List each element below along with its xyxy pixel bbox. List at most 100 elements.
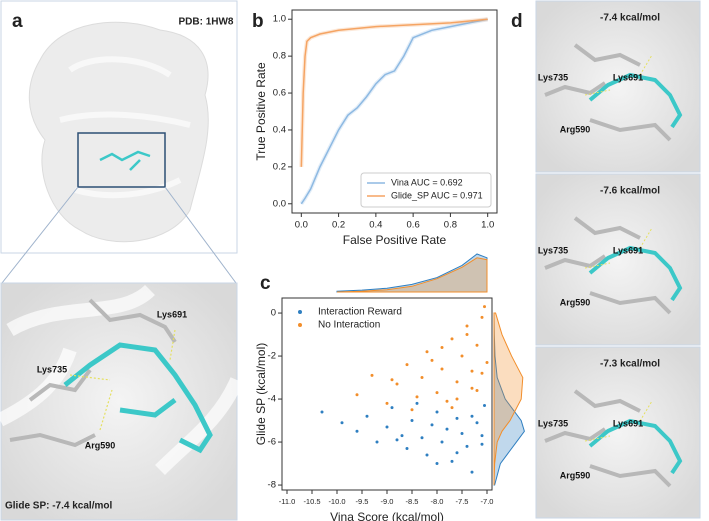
point xyxy=(385,401,389,405)
x-tick-label: -9.5 xyxy=(356,497,369,506)
residue-sticks xyxy=(544,389,672,488)
x-tick-label: -10.5 xyxy=(303,497,320,506)
point xyxy=(415,395,419,399)
x-tick-label: -8.5 xyxy=(406,497,419,506)
point xyxy=(395,382,399,386)
point xyxy=(483,404,486,408)
x-tick-label: -11.0 xyxy=(279,497,296,506)
point xyxy=(455,416,459,420)
x-tick-label: -10.0 xyxy=(328,497,345,506)
panel-label: a xyxy=(12,11,23,32)
y-tick-label: 0.0 xyxy=(273,198,286,209)
residue-label: Arg590 xyxy=(560,470,591,480)
point xyxy=(395,438,399,442)
point xyxy=(435,410,439,414)
ligand-sticks xyxy=(588,418,683,475)
point xyxy=(420,436,424,440)
y-tick-label: -4 xyxy=(268,394,276,405)
hbonds xyxy=(584,400,653,442)
x-axis-label: Vina Score (kcal/mol) xyxy=(330,510,444,521)
x-tick-label: 0.6 xyxy=(407,220,420,231)
y-tick-label: 1.0 xyxy=(273,14,286,25)
point xyxy=(455,380,459,384)
x-density xyxy=(336,257,488,293)
point xyxy=(355,429,359,433)
point xyxy=(390,378,394,382)
x-tick-label: 1.0 xyxy=(481,220,494,231)
point xyxy=(460,354,464,358)
residue-label: Lys735 xyxy=(538,245,568,255)
y-tick-label: 0.4 xyxy=(273,124,286,135)
y-tick-label: 0 xyxy=(271,308,276,319)
point xyxy=(480,315,484,319)
legend-box xyxy=(360,172,492,208)
point xyxy=(450,459,454,463)
residue-label: Arg590 xyxy=(560,297,591,307)
point xyxy=(445,427,449,431)
score: Glide SP: -7.4 kcal/mol xyxy=(5,501,112,512)
point xyxy=(475,388,479,392)
ligand-sticks xyxy=(63,342,213,454)
y-tick-label: -2 xyxy=(268,351,276,362)
residue-label: Lys735 xyxy=(37,364,67,374)
point xyxy=(470,369,474,373)
y-tick-label: 0.6 xyxy=(273,88,286,99)
panel-label: d xyxy=(511,11,523,32)
point xyxy=(430,358,434,362)
x-tick-label: 0.4 xyxy=(369,220,382,231)
point xyxy=(425,350,429,354)
point xyxy=(430,423,434,427)
hbonds xyxy=(584,227,653,269)
legend-swatch xyxy=(298,323,302,327)
roc-line xyxy=(300,18,488,205)
x-tick-label: 0.8 xyxy=(444,220,457,231)
panel-d: -7.4 kcal/mol Lys735 Lys691 Arg590 -7.6 kcal… xyxy=(535,0,701,519)
legend-label: No Interaction xyxy=(318,320,380,331)
pose-frame xyxy=(535,0,701,173)
point xyxy=(485,361,489,365)
point xyxy=(455,451,459,455)
point xyxy=(365,414,369,418)
point xyxy=(465,444,469,448)
point xyxy=(455,397,459,401)
x-axis-label: False Positive Rate xyxy=(343,233,447,247)
residue-sticks xyxy=(544,216,672,315)
point xyxy=(440,440,444,444)
point xyxy=(465,324,469,328)
legend-label: Glide_SP AUC = 0.971 xyxy=(391,190,483,200)
legend-swatch xyxy=(298,310,302,314)
point xyxy=(465,333,469,337)
x-tick-label: -7.5 xyxy=(456,497,469,506)
point xyxy=(405,363,409,367)
panel-label: b xyxy=(252,11,264,32)
zoom-box xyxy=(77,132,166,188)
point xyxy=(410,419,414,423)
point xyxy=(390,406,394,410)
point xyxy=(450,337,454,341)
residue-label: Lys691 xyxy=(613,245,643,255)
point xyxy=(470,386,474,390)
point xyxy=(425,453,429,457)
point xyxy=(320,410,324,414)
ligand xyxy=(99,150,151,171)
point xyxy=(440,367,444,371)
y-tick-label: 0.8 xyxy=(273,51,286,62)
score: -7.3 kcal/mol xyxy=(600,359,660,370)
x-tick-label: 0.2 xyxy=(332,220,345,231)
residue-label: Lys691 xyxy=(613,72,643,82)
x-tick-label: 0.0 xyxy=(295,220,308,231)
point xyxy=(480,442,484,446)
y-axis-label: True Positive Rate xyxy=(254,62,268,161)
point xyxy=(480,434,484,438)
hbonds xyxy=(584,54,653,96)
point xyxy=(385,425,389,429)
x-tick-label: -8.0 xyxy=(431,497,444,506)
residue-label: Lys691 xyxy=(157,309,187,319)
point xyxy=(435,391,439,395)
residue-sticks xyxy=(9,298,177,448)
residue-label: Lys735 xyxy=(538,418,568,428)
ligand-sticks xyxy=(588,72,683,129)
zoom-line xyxy=(1,186,79,284)
point xyxy=(340,421,344,425)
